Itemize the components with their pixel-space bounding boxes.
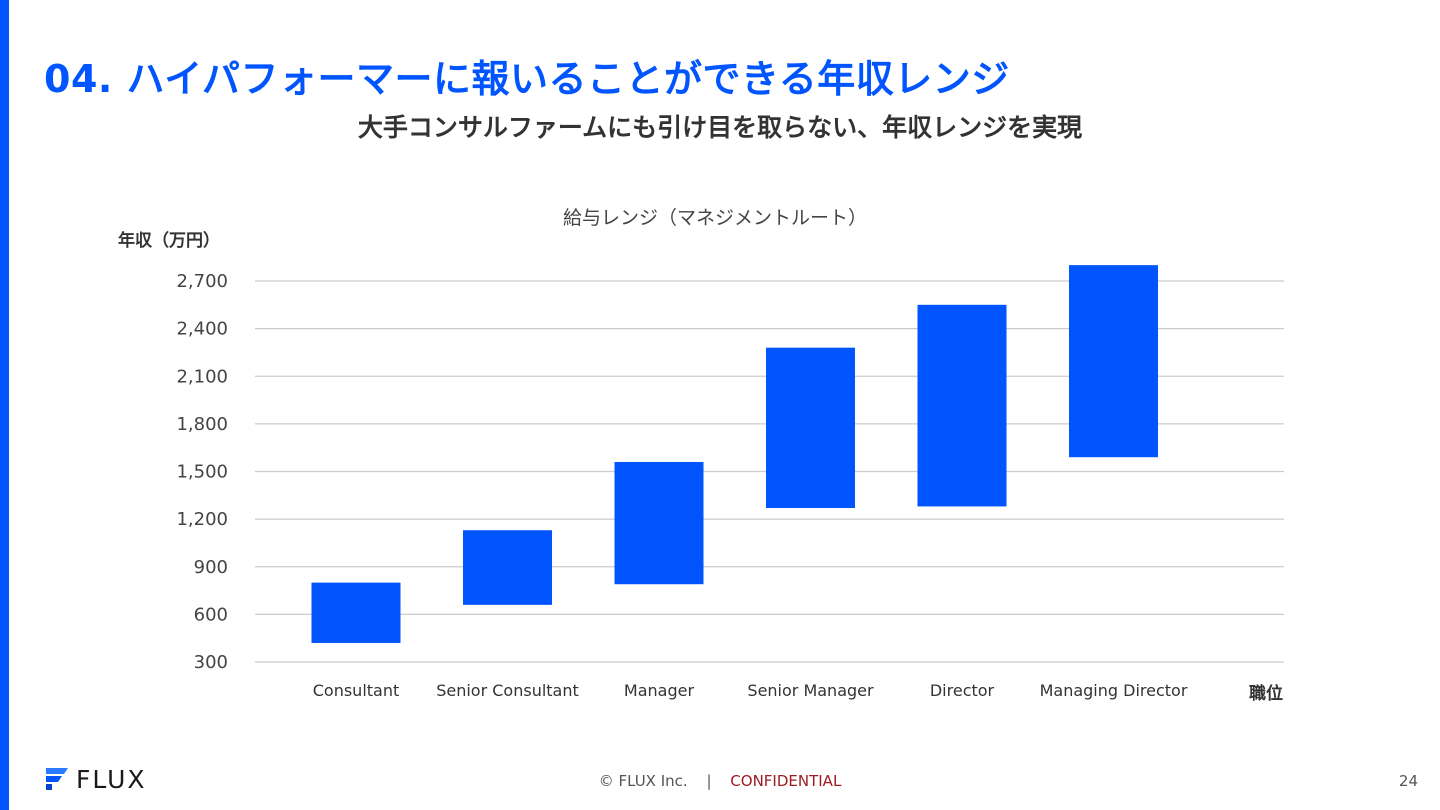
bar-layer xyxy=(311,265,1158,643)
y-tick-label: 900 xyxy=(194,557,228,578)
y-tick-label: 300 xyxy=(194,652,228,673)
y-tick-label: 2,400 xyxy=(176,319,228,340)
range-bar xyxy=(311,582,401,643)
flux-logo-icon xyxy=(46,768,68,790)
y-tick-label: 1,800 xyxy=(176,414,228,435)
slide-subtitle: 大手コンサルファームにも引け目を取らない、年収レンジを実現 xyxy=(357,113,1083,142)
page-number: 24 xyxy=(1398,772,1418,790)
y-tick-label: 2,700 xyxy=(176,271,228,292)
logo-text: FLUX xyxy=(76,764,147,794)
flux-logo: FLUX xyxy=(44,764,147,794)
range-bar xyxy=(614,461,704,585)
confidential-label: CONFIDENTIAL xyxy=(730,772,842,790)
range-bar xyxy=(766,347,855,509)
chart-title: 給与レンジ（マネジメントルート） xyxy=(563,207,867,229)
y-axis-label: 年収（万円） xyxy=(118,230,220,251)
x-tick-label: Consultant xyxy=(313,681,400,700)
accent-bar xyxy=(0,0,9,810)
range-bar xyxy=(463,530,552,605)
footer-separator: | xyxy=(706,772,712,790)
y-tick-label: 2,100 xyxy=(176,366,228,387)
y-tick-label: 1,500 xyxy=(176,462,228,483)
salary-range-chart: 給与レンジ（マネジメントルート） 年収（万円） 職位 300 600 900 1,20… xyxy=(118,207,1284,704)
x-axis-label: 職位 xyxy=(1249,683,1283,704)
y-tick-label: 600 xyxy=(194,604,228,625)
x-tick-label: Director xyxy=(930,681,995,700)
x-tick-layer: Consultant Senior Consultant Manager Senior… xyxy=(313,681,1188,700)
y-tick-layer: 300 600 900 1,200 1,500 1,800 2,100 2,400 2,700 xyxy=(176,271,228,673)
range-bar xyxy=(917,304,1007,507)
slide-title: 04. ハイパフォーマーに報いることができる年収レンジ xyxy=(44,57,1010,101)
x-tick-label: Senior Manager xyxy=(747,681,874,700)
copyright: © FLUX Inc. xyxy=(598,772,688,790)
range-bar xyxy=(1069,265,1158,458)
footer: © FLUX Inc. | CONFIDENTIAL xyxy=(0,772,1440,790)
x-tick-label: Manager xyxy=(624,681,695,700)
y-tick-label: 1,200 xyxy=(176,509,228,530)
x-tick-label: Managing Director xyxy=(1040,681,1188,700)
x-tick-label: Senior Consultant xyxy=(436,681,579,700)
